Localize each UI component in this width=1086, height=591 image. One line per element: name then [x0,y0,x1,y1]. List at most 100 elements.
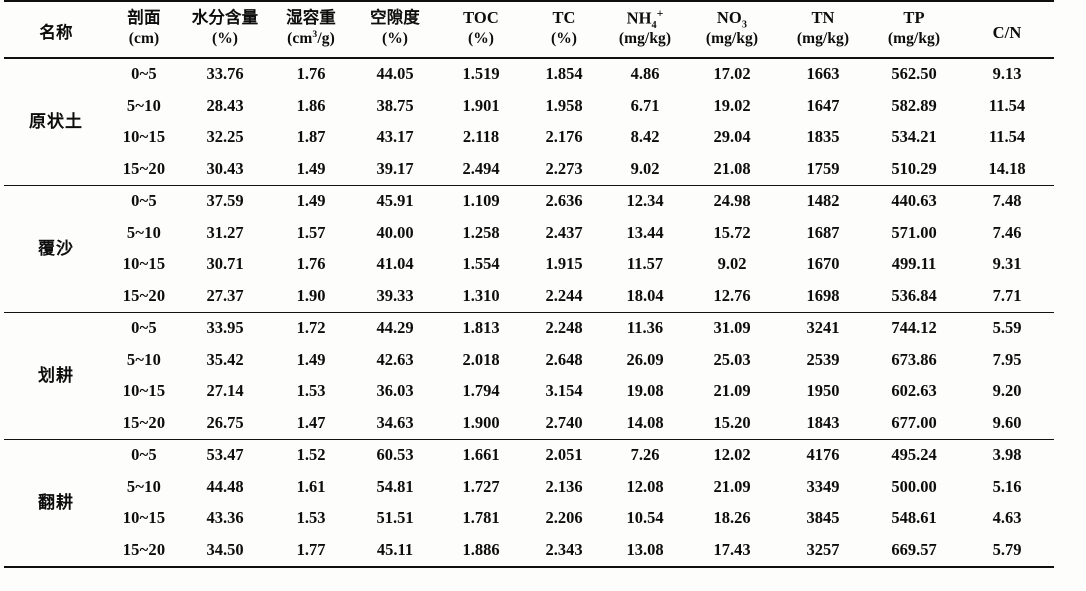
cell-tc: 2.437 [545,222,583,242]
cell-nh4: 18.04 [626,285,664,305]
cell-no3: 12.02 [713,445,751,465]
cell-cn: 7.71 [992,285,1022,305]
col-header-porosity: 空隙度 (%) [352,2,438,58]
cell-toc: 1.109 [462,191,500,211]
cell-toc: 2.118 [462,127,500,147]
cell-no3: 15.20 [713,412,751,432]
cell-nh4: 8.42 [630,127,660,147]
table-row: 翻耕 0~5 53.47 1.52 60.53 1.661 2.051 7.26 12.02 41… [4,440,1054,512]
cell-toc: 1.519 [462,64,500,84]
cell-tc: 2.740 [545,412,583,432]
cell-tn: 1698 [806,285,840,305]
cell-bulk: 1.72 [296,318,326,338]
cell-tn: 1647 [806,95,840,115]
cell-moist: 32.25 [206,127,244,147]
col-header-ammonium-label: NH4+ [626,8,664,31]
cell-tp: 499.11 [891,254,937,274]
cell-poro: 54.81 [376,476,414,496]
cell-tn: 1759 [806,158,840,178]
cell-nh4: 12.08 [626,476,664,496]
group-label-cell: 翻耕 [38,493,74,513]
cell-tp: 677.00 [891,412,937,432]
table-row: 5~10 44.48 1.61 54.81 1.727 2.136 12.08 21.09 33… [4,471,1054,503]
col-header-name: 名称 [4,2,108,58]
cell-no3: 18.26 [713,508,751,528]
col-header-depth-unit: (cm) [128,30,160,48]
cell-tn: 3257 [806,539,840,559]
col-header-tc-unit: (%) [550,30,578,48]
cell-cn: 5.79 [992,539,1022,559]
cell-tn: 1950 [806,381,840,401]
cell-depth: 10~15 [122,381,166,401]
cell-poro: 36.03 [376,381,414,401]
cell-tp: 495.24 [891,445,937,465]
cell-poro: 41.04 [376,254,414,274]
table-row: 划耕 0~5 33.95 1.72 44.29 1.813 2.248 11.36 31.09 3… [4,313,1054,385]
col-header-tc-label: TC [552,8,576,28]
cell-cn: 9.60 [992,412,1022,432]
cell-tc: 2.176 [545,127,583,147]
cell-poro: 42.63 [376,349,414,369]
cell-tc: 2.136 [545,476,583,496]
cell-poro: 60.53 [376,445,414,465]
cell-poro: 39.17 [376,158,414,178]
cell-cn: 7.95 [992,349,1022,369]
cell-depth: 15~20 [122,412,166,432]
cell-tp: 669.57 [891,539,937,559]
cell-moist: 37.59 [206,191,244,211]
cell-tn: 1843 [806,412,840,432]
table-row: 15~20 34.50 1.77 45.11 1.886 2.343 13.08 17.43 3… [4,534,1054,567]
cell-tp: 534.21 [891,127,937,147]
cell-toc: 1.310 [462,285,500,305]
group-label-cell: 覆沙 [38,239,74,259]
cell-toc: 1.781 [462,508,500,528]
cell-nh4: 14.08 [626,412,664,432]
cell-depth: 5~10 [126,349,162,369]
cell-no3: 19.02 [713,95,751,115]
cell-nh4: 12.34 [626,191,664,211]
cell-tp: 440.63 [891,191,937,211]
cell-nh4: 19.08 [626,381,664,401]
table-row: 5~10 35.42 1.49 42.63 2.018 2.648 26.09 25.03 25… [4,344,1054,376]
cell-bulk: 1.47 [296,412,326,432]
cell-cn: 7.48 [992,191,1022,211]
cell-tp: 562.50 [891,64,937,84]
cell-no3: 15.72 [713,222,751,242]
col-header-depth: 剖面 (cm) [108,2,180,58]
cell-depth: 5~10 [126,222,162,242]
cell-bulk: 1.53 [296,381,326,401]
cell-cn: 9.20 [992,381,1022,401]
rule-group-separator [4,311,1054,313]
cell-bulk: 1.49 [296,349,326,369]
header-row: 名称 剖面 (cm) 水分含量 (%) 湿容重 (cm3/g) 空隙度 (%) [4,2,1054,58]
col-header-name-label: 名称 [39,23,73,43]
cell-tp: 536.84 [891,285,937,305]
table-row: 15~20 27.37 1.90 39.33 1.310 2.244 18.04 12.76 1… [4,280,1054,312]
cell-moist: 43.36 [206,508,244,528]
cell-cn: 7.46 [992,222,1022,242]
cell-toc: 2.494 [462,158,500,178]
cell-tn: 1687 [806,222,840,242]
cell-moist: 34.50 [206,539,244,559]
cell-poro: 40.00 [376,222,414,242]
cell-moist: 27.14 [206,381,244,401]
col-header-toc: TOC (%) [438,2,524,58]
cell-tc: 2.248 [545,318,583,338]
col-header-ammonium: NH4+ (mg/kg) [604,2,686,58]
cell-tn: 3845 [806,508,840,528]
rule-bottom [4,565,1054,569]
cell-bulk: 1.87 [296,127,326,147]
cell-depth: 10~15 [122,127,166,147]
cell-tn: 1482 [806,191,840,211]
cell-cn: 11.54 [988,95,1026,115]
cell-toc: 1.727 [462,476,500,496]
col-header-bulk-density-unit: (cm3/g) [287,28,335,48]
cell-tc: 2.206 [545,508,583,528]
rule-group-separator [4,438,1054,440]
cell-moist: 33.76 [206,64,244,84]
cell-cn: 9.13 [992,64,1022,84]
cell-bulk: 1.76 [296,254,326,274]
cell-no3: 25.03 [713,349,751,369]
cell-bulk: 1.77 [296,539,326,559]
col-header-toc-unit: (%) [467,30,495,48]
